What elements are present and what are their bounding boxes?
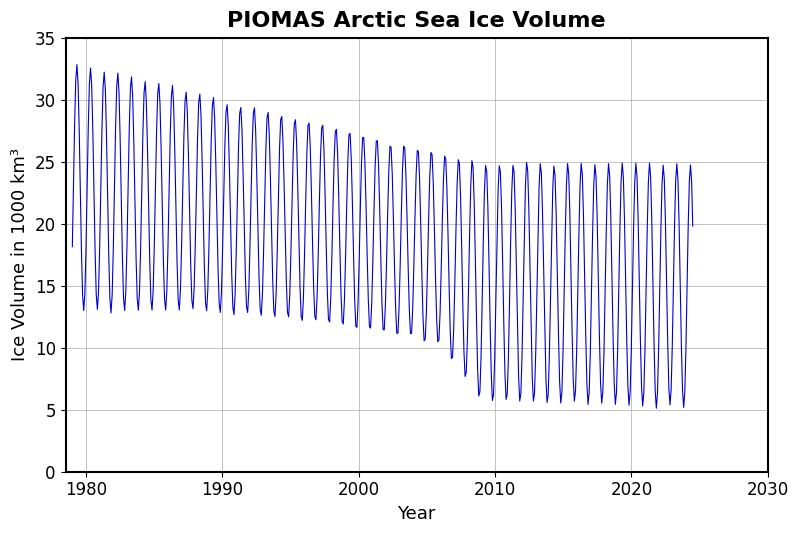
Y-axis label: Ice Volume in 1000 km³: Ice Volume in 1000 km³ [11, 148, 29, 362]
Title: PIOMAS Arctic Sea Ice Volume: PIOMAS Arctic Sea Ice Volume [227, 11, 606, 31]
X-axis label: Year: Year [398, 505, 436, 523]
